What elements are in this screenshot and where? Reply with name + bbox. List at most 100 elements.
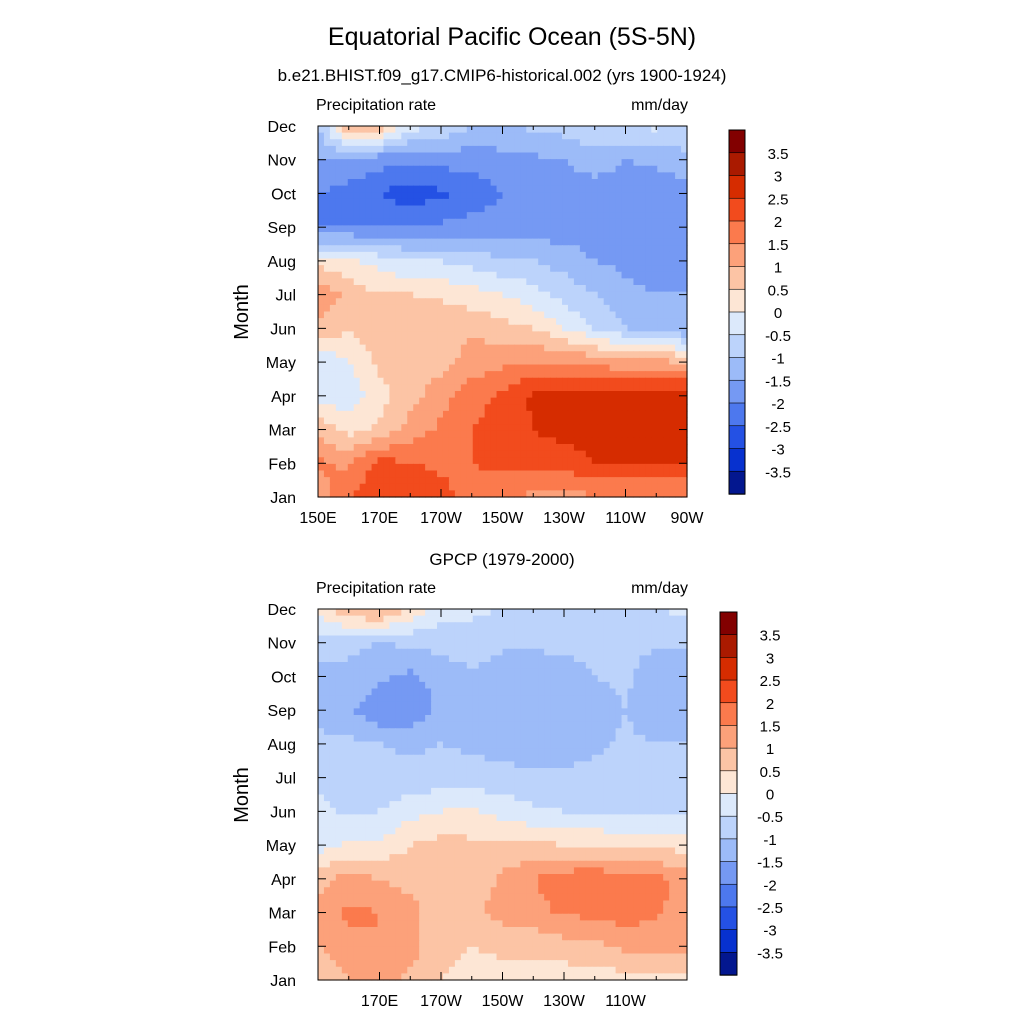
contour-cell [472,311,480,319]
contour-cell [407,318,414,326]
contour-cell [490,391,498,399]
contour-cell [448,754,456,762]
contour-cell [425,681,432,690]
contour-cell [639,192,646,200]
contour-cell [407,179,414,187]
contour-cell [538,172,545,180]
contour-cell [323,668,331,676]
contour-cell [526,470,533,478]
contour-cell [621,139,629,147]
contour-cell [460,681,468,690]
contour-cell [383,318,391,326]
contour-cell [466,285,474,293]
contour-cell [526,238,533,246]
contour-cell [526,404,533,412]
contour-cell [490,258,498,266]
contour-cell [508,721,515,729]
contour-cell [562,648,569,656]
contour-cell [651,430,658,438]
contour-cell [389,225,396,233]
contour-cell [663,734,670,743]
contour-cell [538,642,545,650]
contour-cell [437,695,444,703]
contour-cell [466,721,474,729]
contour-cell [657,245,664,253]
contour-cell [478,728,486,736]
contour-cell [597,218,605,226]
contour-cell [520,331,527,339]
contour-cell [615,377,623,385]
contour-cell [502,304,510,313]
contour-cell [597,609,605,617]
contour-cell [389,344,396,352]
contour-cell [383,715,391,723]
contour-cell [532,622,539,630]
contour-cell [639,748,646,756]
contour-cell [556,198,563,207]
contour-cell [460,463,468,472]
contour-cell [633,364,640,372]
contour-cell [413,457,420,465]
contour-cell [395,397,402,405]
contour-cell [318,132,325,140]
contour-cell [335,139,343,147]
contour-cell [496,265,504,273]
contour-cell [573,450,581,458]
contour-cell [377,192,385,200]
contour-cell [603,298,611,306]
contour-cell [639,377,646,385]
contour-cell [627,437,635,445]
contour-cell [645,450,652,458]
contour-cell [651,212,658,220]
contour-cell [615,675,623,683]
contour-cell [591,715,599,723]
contour-cell [466,318,474,326]
contour-cell [401,609,408,617]
contour-cell [633,192,640,200]
contour-cell [681,371,688,379]
contour-cell [472,198,480,207]
contour-cell [496,371,504,379]
contour-cell [383,728,391,736]
contour-cell [585,145,593,154]
contour-cell [318,371,325,379]
contour-cell [353,198,361,207]
contour-cell [359,318,367,326]
contour-cell [669,271,676,279]
contour-cell [663,205,670,213]
contour-cell [508,172,515,180]
contour-cell [431,397,438,405]
contour-cell [538,344,545,352]
contour-cell [567,490,575,498]
contour-cell [341,463,349,472]
contour-cell [609,662,617,670]
contour-cell [466,172,474,180]
contour-cell [353,371,361,379]
contour-cell [532,152,539,160]
contour-cell [609,477,617,485]
contour-cell [329,185,337,193]
contour-cell [472,172,480,180]
contour-cell [466,251,474,260]
contour-cell [573,331,581,339]
contour-cell [353,298,361,306]
contour-cell [425,668,432,676]
contour-cell [651,748,658,756]
contour-cell [454,324,462,332]
contour-cell [669,609,676,617]
contour-cell [609,344,617,352]
contour-cell [591,734,599,743]
contour-cell [657,172,664,180]
contour-cell [448,410,456,419]
contour-cell [567,470,575,478]
contour-cell [371,245,379,253]
contour-cell [621,159,629,167]
contour-cell [329,681,337,690]
contour-cell [615,265,623,273]
contour-cell [657,344,664,352]
contour-cell [615,258,623,266]
contour-cell [353,245,361,253]
contour-cell [413,318,420,326]
contour-cell [395,185,402,193]
contour-cell [347,748,355,756]
